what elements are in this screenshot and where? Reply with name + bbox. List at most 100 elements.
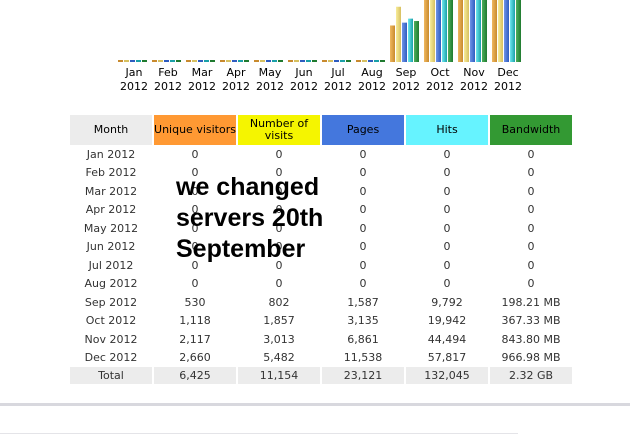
cell-bandwidth: 0 bbox=[527, 258, 535, 272]
chart-month-name: Oct bbox=[430, 66, 450, 79]
cell-unique: 0 bbox=[191, 240, 199, 254]
cell-month: Jul 2012 bbox=[88, 258, 134, 272]
chart-bar bbox=[312, 60, 317, 62]
chart-bar bbox=[266, 60, 271, 62]
chart-month-name: May bbox=[258, 66, 282, 79]
chart-month-name: Nov bbox=[463, 66, 485, 79]
cell-unique: 1,118 bbox=[179, 314, 211, 328]
chart-bar bbox=[368, 60, 373, 62]
header-unique-visitors: Unique visitors bbox=[154, 115, 236, 145]
header-pages: Pages bbox=[322, 115, 404, 145]
chart-month-name: Feb bbox=[158, 66, 178, 79]
chart-month-label: Sep 2012 bbox=[389, 66, 423, 94]
cell-month: Feb 2012 bbox=[85, 166, 137, 180]
cell-unique: 0 bbox=[191, 203, 199, 217]
chart-month-name: Apr bbox=[226, 66, 246, 79]
chart-month-label: Feb 2012 bbox=[151, 66, 185, 94]
cell-unique: 2,660 bbox=[179, 351, 211, 365]
chart-month-label: Mar 2012 bbox=[185, 66, 219, 94]
table-total-row: Total 6,425 11,154 23,121 132,045 2.32 GB bbox=[70, 367, 572, 384]
cell-hits: 19,942 bbox=[427, 314, 467, 328]
cell-visits: 0 bbox=[275, 166, 283, 180]
chart-bar bbox=[498, 0, 503, 62]
cell-month: Oct 2012 bbox=[85, 314, 137, 328]
chart-bar bbox=[346, 60, 351, 62]
chart-month-label: Oct 2012 bbox=[423, 66, 457, 94]
cell-pages: 0 bbox=[359, 147, 367, 161]
chart-bar bbox=[272, 60, 277, 62]
chart-bar bbox=[294, 60, 299, 62]
chart-bar bbox=[464, 0, 469, 62]
cell-visits: 802 bbox=[268, 295, 290, 309]
chart-month-label: Jun 2012 bbox=[287, 66, 321, 94]
table-row: Sep 2012 530 802 1,587 9,792 198.21 MB bbox=[70, 293, 572, 312]
cell-bandwidth: 0 bbox=[527, 184, 535, 198]
cell-pages: 0 bbox=[359, 258, 367, 272]
chart-bar bbox=[414, 21, 419, 63]
chart-bar bbox=[170, 60, 175, 62]
chart-bar bbox=[244, 60, 249, 62]
table-row: Nov 2012 2,117 3,013 6,861 44,494 843.80 MB bbox=[70, 330, 572, 349]
cell-visits: 0 bbox=[275, 258, 283, 272]
table-row: Apr 2012 0 0 0 0 0 bbox=[70, 201, 572, 220]
chart-bar bbox=[254, 60, 259, 62]
chart-month-year: 2012 bbox=[426, 80, 454, 93]
cell-hits: 44,494 bbox=[427, 332, 467, 346]
chart-bar bbox=[424, 0, 429, 62]
chart-bar bbox=[158, 60, 163, 62]
chart-month-labels: Jan 2012 Feb 2012 Mar 2012 Apr 2012 May 2012 Jun 20… bbox=[0, 66, 630, 98]
cell-visits: 0 bbox=[275, 147, 283, 161]
chart-bar bbox=[504, 0, 509, 62]
total-unique: 6,425 bbox=[154, 367, 236, 384]
cell-bandwidth: 0 bbox=[527, 277, 535, 291]
header-hits: Hits bbox=[406, 115, 488, 145]
chart-bar bbox=[458, 0, 463, 62]
bar-chart-svg bbox=[118, 0, 521, 63]
table-header-row: Month Unique visitors Number of visits P… bbox=[70, 115, 572, 145]
cell-hits: 0 bbox=[443, 221, 451, 235]
chart-bar bbox=[430, 0, 435, 62]
cell-pages: 0 bbox=[359, 203, 367, 217]
cell-pages: 11,538 bbox=[343, 351, 383, 365]
cell-pages: 0 bbox=[359, 166, 367, 180]
chart-month-name: Jul bbox=[331, 66, 345, 79]
chart-bar bbox=[408, 18, 413, 62]
chart-month-name: Aug bbox=[361, 66, 383, 79]
cell-pages: 0 bbox=[359, 240, 367, 254]
chart-bar bbox=[260, 60, 265, 62]
chart-bar bbox=[142, 60, 147, 62]
chart-bar bbox=[334, 60, 339, 62]
cell-visits: 0 bbox=[275, 277, 283, 291]
cell-visits: 1,857 bbox=[263, 314, 295, 328]
chart-bar bbox=[436, 0, 441, 62]
cell-hits: 0 bbox=[443, 184, 451, 198]
chart-bar bbox=[232, 60, 237, 62]
cell-unique: 2,117 bbox=[179, 332, 211, 346]
chart-month-year: 2012 bbox=[494, 80, 522, 93]
chart-month-year: 2012 bbox=[188, 80, 216, 93]
chart-bar bbox=[340, 60, 345, 62]
chart-month-name: Dec bbox=[497, 66, 519, 79]
cell-month: Jan 2012 bbox=[86, 147, 136, 161]
chart-month-year: 2012 bbox=[358, 80, 386, 93]
cell-bandwidth: 0 bbox=[527, 221, 535, 235]
chart-bar bbox=[510, 0, 515, 62]
cell-hits: 0 bbox=[443, 166, 451, 180]
chart-month-label: May 2012 bbox=[253, 66, 287, 94]
cell-visits: 0 bbox=[275, 221, 283, 235]
cell-hits: 0 bbox=[443, 240, 451, 254]
total-pages: 23,121 bbox=[322, 367, 404, 384]
chart-bar bbox=[328, 60, 333, 62]
table-row: Jul 2012 0 0 0 0 0 bbox=[70, 256, 572, 275]
chart-month-name: Jan bbox=[125, 66, 143, 79]
chart-month-year: 2012 bbox=[324, 80, 352, 93]
cell-hits: 0 bbox=[443, 258, 451, 272]
cell-unique: 0 bbox=[191, 147, 199, 161]
cell-hits: 57,817 bbox=[427, 351, 467, 365]
cell-visits: 3,013 bbox=[263, 332, 295, 346]
cell-bandwidth: 966.98 MB bbox=[501, 351, 561, 365]
monthly-stats-table: Month Unique visitors Number of visits P… bbox=[68, 115, 574, 384]
chart-month-label: Jul 2012 bbox=[321, 66, 355, 94]
chart-month-year: 2012 bbox=[392, 80, 420, 93]
cell-month: May 2012 bbox=[83, 221, 139, 235]
